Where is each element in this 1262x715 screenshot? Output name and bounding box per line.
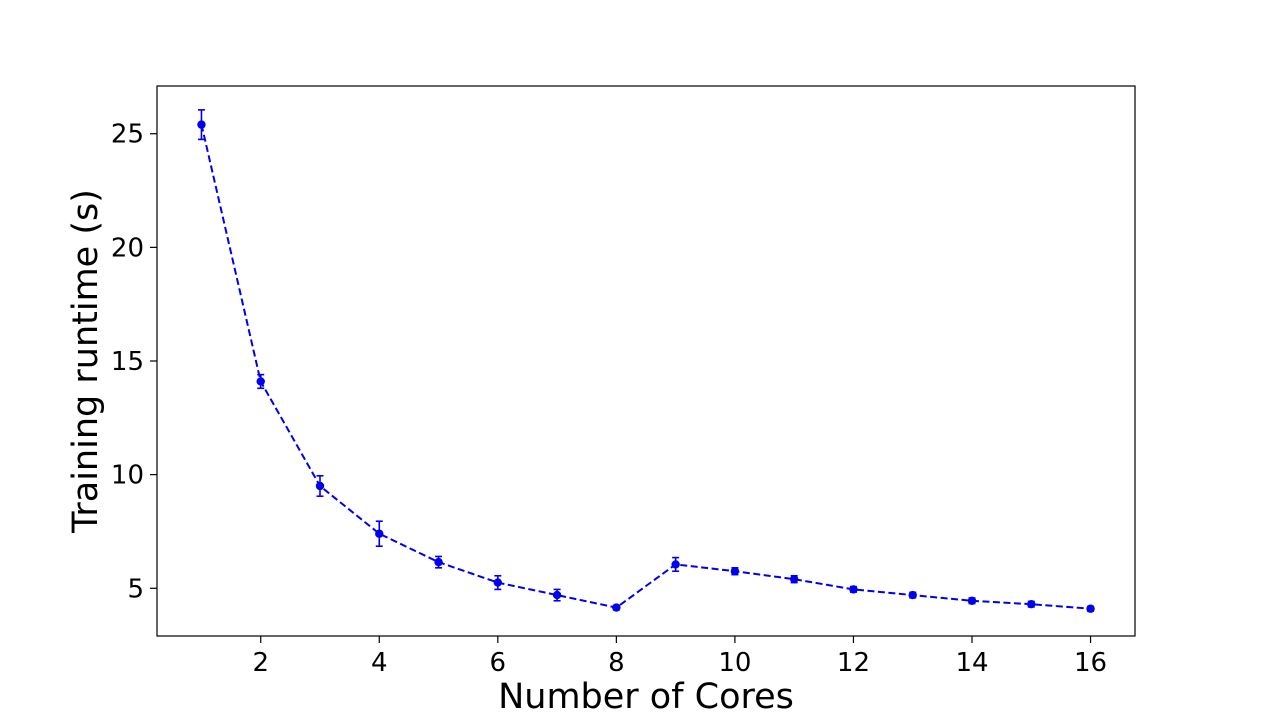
y-tick-label: 20: [111, 233, 144, 263]
data-point: [256, 377, 265, 386]
data-point: [315, 481, 325, 491]
data-point: [434, 557, 443, 567]
x-axis-label: Number of Cores: [498, 677, 794, 715]
data-point: [552, 590, 562, 600]
series-layer: [197, 109, 1095, 613]
data-point: [849, 585, 858, 594]
data-point: [197, 120, 206, 129]
x-tick-label: 10: [718, 648, 751, 678]
y-tick-label: 10: [111, 461, 144, 491]
data-point: [789, 574, 799, 584]
x-tick-label: 14: [955, 648, 988, 678]
data-point: [908, 590, 917, 600]
data-point: [612, 603, 621, 612]
x-axis: 2 4 6 8 10 12 14 16: [252, 636, 1107, 678]
x-tick-label: 8: [608, 648, 625, 678]
x-tick-label: 4: [371, 648, 388, 678]
data-point: [671, 560, 680, 569]
data-point: [1086, 604, 1095, 613]
y-axis-label: Training runtime (s): [66, 189, 106, 534]
y-tick-label: 25: [111, 120, 144, 150]
data-point: [967, 596, 977, 605]
data-point: [375, 529, 384, 538]
y-axis: 5 10 15 20 25: [111, 120, 157, 604]
x-tick-label: 2: [252, 648, 269, 678]
x-tick-label: 6: [490, 648, 507, 678]
series-line: [200, 124, 1091, 610]
plot-area: [156, 85, 1136, 637]
y-tick-label: 5: [127, 574, 144, 604]
data-point: [493, 578, 503, 587]
data-point: [730, 567, 740, 576]
x-tick-label: 16: [1074, 648, 1107, 678]
x-tick-label: 12: [837, 648, 870, 678]
data-point: [1027, 599, 1036, 609]
y-tick-label: 15: [111, 347, 144, 377]
